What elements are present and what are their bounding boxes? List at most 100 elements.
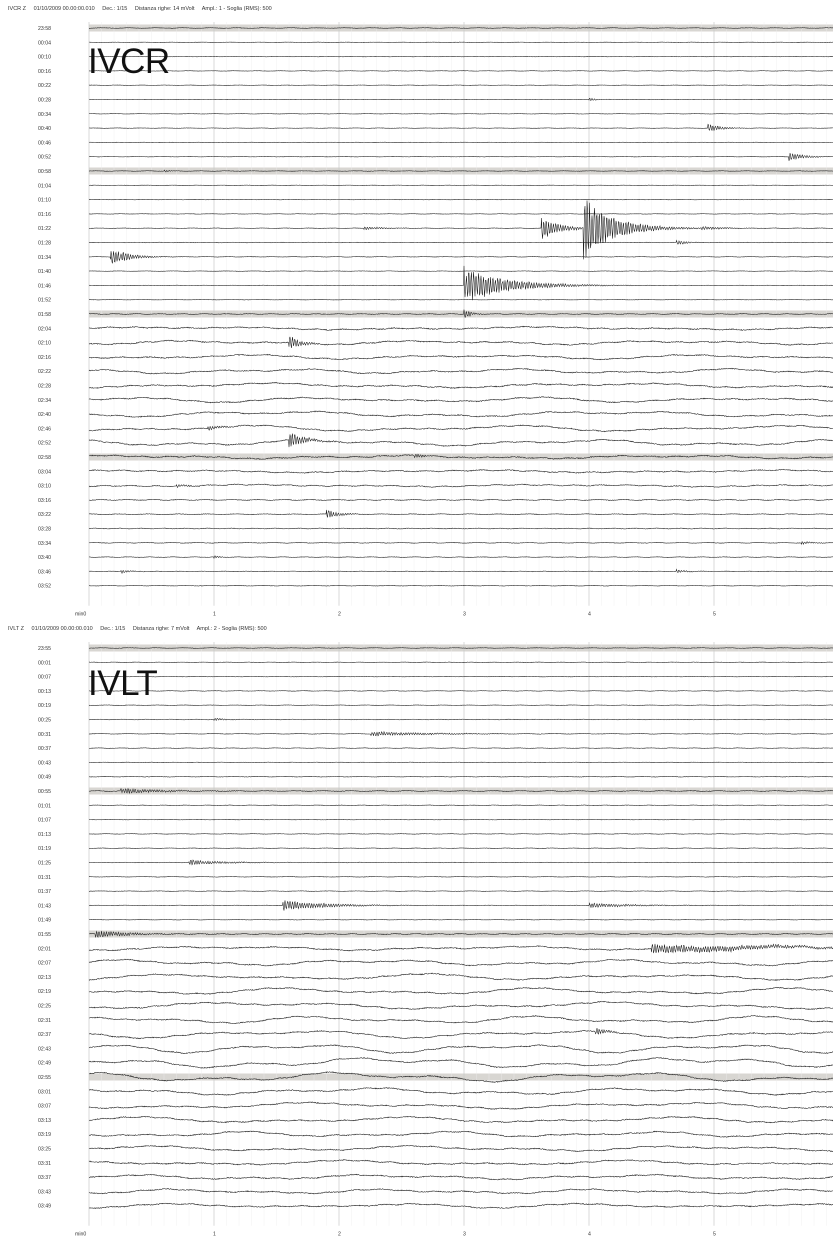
datetime-label: 01/10/2009 00.00:00.010 bbox=[31, 626, 93, 632]
x-tick-label: 2 bbox=[338, 1232, 341, 1238]
seismic-trace bbox=[88, 200, 833, 260]
seismic-trace bbox=[88, 900, 833, 911]
row-time-label: 01:01 bbox=[38, 803, 51, 809]
row-time-label: 02:52 bbox=[38, 441, 51, 447]
seismic-trace bbox=[88, 890, 833, 892]
row-time-label: 03:52 bbox=[38, 584, 51, 590]
row-time-label: 00:55 bbox=[38, 789, 51, 795]
row-time-label: 00:31 bbox=[38, 732, 51, 738]
row-time-label: 02:19 bbox=[38, 989, 51, 995]
seismic-trace bbox=[88, 1115, 833, 1124]
helicorder-plot: 23:58 00:04 00:10 00:16 00:22 00:28 00:34 00:40… bbox=[38, 22, 833, 618]
row-time-label: 00:07 bbox=[38, 675, 51, 681]
panel-header: IVCR Z 01/10/2009 00.00:00.010 Dec.: 1/1… bbox=[8, 6, 278, 12]
row-time-label: 02:04 bbox=[38, 326, 51, 332]
row-time-label: 00:58 bbox=[38, 169, 51, 175]
seismic-trace bbox=[88, 730, 833, 737]
row-time-label: 03:25 bbox=[38, 1147, 51, 1153]
panel-header: IVLT Z 01/10/2009 00.00:00.010 Dec.: 1/1… bbox=[8, 626, 273, 632]
seismic-trace bbox=[88, 239, 833, 245]
row-time-label: 00:40 bbox=[38, 126, 51, 132]
seismic-trace bbox=[88, 213, 833, 215]
station-label: IVCR bbox=[88, 42, 170, 81]
row-time-label: 01:49 bbox=[38, 918, 51, 924]
row-time-label: 03:13 bbox=[38, 1118, 51, 1124]
seismic-trace bbox=[88, 761, 833, 764]
row-time-label: 01:28 bbox=[38, 241, 51, 247]
seismogram-panel-ivlt: IVLT Z 01/10/2009 00.00:00.010 Dec.: 1/1… bbox=[0, 620, 833, 1240]
row-time-label: 02:40 bbox=[38, 412, 51, 418]
row-time-label: 01:58 bbox=[38, 312, 51, 318]
seismic-trace bbox=[88, 97, 833, 101]
seismic-trace bbox=[88, 804, 833, 807]
seismic-trace bbox=[88, 1015, 833, 1025]
seismic-trace bbox=[88, 1159, 833, 1166]
row-time-label: 03:22 bbox=[38, 512, 51, 518]
seismic-trace bbox=[88, 199, 833, 201]
seismic-trace bbox=[88, 541, 833, 545]
row-time-label: 01:07 bbox=[38, 818, 51, 824]
row-time-label: 02:55 bbox=[38, 1075, 51, 1081]
row-time-label: 02:34 bbox=[38, 398, 51, 404]
row-time-label: 00:28 bbox=[38, 98, 51, 104]
seismic-trace bbox=[88, 113, 833, 115]
x-tick-label: 1 bbox=[213, 1232, 216, 1238]
row-time-label: 01:31 bbox=[38, 875, 51, 881]
seismic-trace bbox=[88, 972, 833, 981]
row-time-label: 00:04 bbox=[38, 40, 51, 46]
seismic-trace bbox=[88, 299, 833, 301]
seismic-trace bbox=[88, 353, 833, 361]
row-time-label: 02:37 bbox=[38, 1032, 51, 1038]
station-label: IVLT bbox=[88, 664, 158, 703]
row-time-label: 01:43 bbox=[38, 903, 51, 909]
row-time-label: 00:01 bbox=[38, 660, 51, 666]
row-time-label: 00:10 bbox=[38, 55, 51, 61]
hour-band bbox=[89, 453, 833, 461]
seismic-trace bbox=[88, 1000, 833, 1010]
row-time-label: 02:46 bbox=[38, 426, 51, 432]
seismic-trace bbox=[88, 555, 833, 560]
hour-band bbox=[89, 787, 833, 795]
row-time-label: 02:43 bbox=[38, 1046, 51, 1052]
seismic-trace bbox=[88, 930, 833, 938]
x-tick-label: 5 bbox=[713, 1232, 716, 1238]
row-time-label: 02:07 bbox=[38, 961, 51, 967]
seismic-trace bbox=[88, 1145, 833, 1152]
hour-band bbox=[89, 1073, 833, 1081]
seismic-trace bbox=[88, 1130, 833, 1138]
row-time-label: 00:16 bbox=[38, 69, 51, 75]
seismic-trace bbox=[88, 1071, 833, 1083]
seismic-trace bbox=[88, 123, 833, 132]
seismic-trace bbox=[88, 424, 833, 433]
row-time-label: 01:52 bbox=[38, 298, 51, 304]
row-time-label: 00:37 bbox=[38, 746, 51, 752]
row-time-label: 03:37 bbox=[38, 1175, 51, 1181]
row-time-label: 01:16 bbox=[38, 212, 51, 218]
row-time-label: 00:19 bbox=[38, 703, 51, 709]
x-tick-label: 4 bbox=[588, 1232, 591, 1238]
seismic-trace bbox=[88, 647, 833, 649]
hour-band bbox=[89, 930, 833, 938]
seismic-trace bbox=[88, 265, 833, 301]
seismic-trace bbox=[88, 184, 833, 186]
seismic-trace bbox=[88, 382, 833, 389]
channel-label: IVLT Z bbox=[8, 626, 24, 632]
seismic-trace bbox=[88, 141, 833, 143]
row-time-label: 03:07 bbox=[38, 1104, 51, 1110]
row-time-label: 03:19 bbox=[38, 1132, 51, 1138]
row-time-label: 03:49 bbox=[38, 1204, 51, 1210]
row-time-label: 03:28 bbox=[38, 527, 51, 533]
seismic-trace bbox=[88, 309, 833, 318]
seismic-trace bbox=[88, 1173, 833, 1181]
row-time-label: 01:04 bbox=[38, 183, 51, 189]
seismic-trace bbox=[88, 336, 833, 348]
seismic-trace bbox=[88, 833, 833, 835]
seismic-trace bbox=[88, 325, 833, 331]
x-tick-label: min0 bbox=[75, 612, 86, 618]
seismic-trace bbox=[88, 169, 833, 173]
helicorder-plot: 23:55 00:01 00:07 00:13 00:19 00:25 00:31 00:37… bbox=[38, 642, 833, 1238]
seismic-trace bbox=[88, 987, 833, 995]
seismogram-panel-ivcr: IVCR Z 01/10/2009 00.00:00.010 Dec.: 1/1… bbox=[8, 6, 833, 618]
seismic-trace bbox=[88, 859, 833, 866]
row-time-label: 03:40 bbox=[38, 555, 51, 561]
